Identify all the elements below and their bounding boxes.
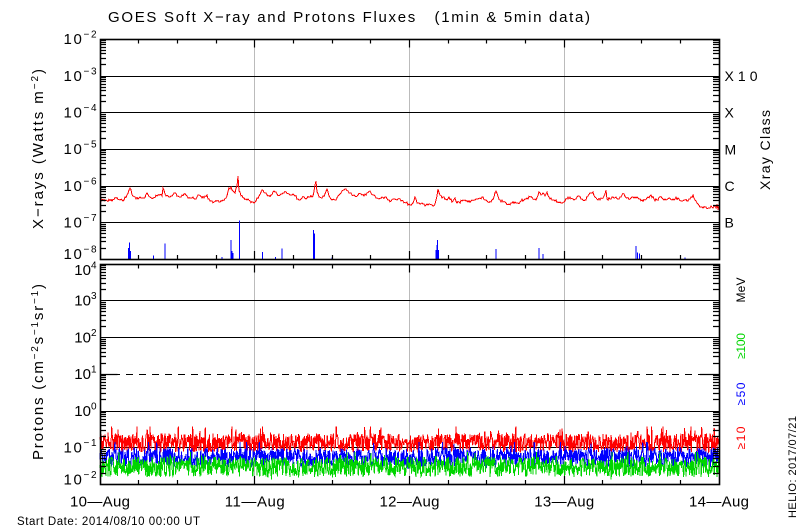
svg-text:B: B (725, 215, 734, 231)
svg-text:Start Date: 2014/08/10 00:00 U: Start Date: 2014/08/10 00:00 UT (17, 516, 200, 528)
svg-text:MeV: MeV (734, 278, 748, 303)
svg-text:12—Aug: 12—Aug (380, 494, 440, 511)
svg-text:HELIO: 2017/07/21: HELIO: 2017/07/21 (787, 416, 799, 518)
svg-text:11—Aug: 11—Aug (225, 494, 285, 511)
svg-text:C: C (725, 178, 735, 194)
svg-text:X: X (725, 105, 735, 121)
svg-text:10—Aug: 10—Aug (70, 494, 130, 511)
svg-text:≥50: ≥50 (734, 382, 748, 405)
svg-text:GOES Soft X−ray and Protons Fl: GOES Soft X−ray and Protons Fluxes (1min… (108, 9, 590, 26)
svg-text:X10: X10 (725, 68, 758, 84)
svg-text:X−rays (Watts m−2): X−rays (Watts m−2) (30, 69, 47, 229)
svg-text:M: M (725, 141, 737, 157)
svg-text:13—Aug: 13—Aug (534, 494, 594, 511)
svg-text:14—Aug: 14—Aug (689, 494, 749, 511)
svg-text:≥10: ≥10 (734, 426, 748, 449)
svg-text:Protons (cm−2s−1sr−1): Protons (cm−2s−1sr−1) (30, 284, 47, 460)
svg-text:Xray Class: Xray Class (757, 110, 773, 190)
svg-text:≥100: ≥100 (734, 333, 748, 359)
